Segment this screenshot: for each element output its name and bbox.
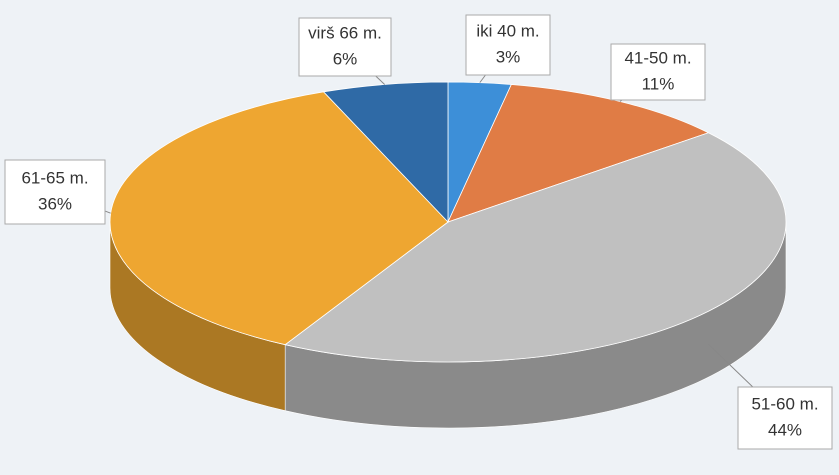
category-label: 61-65 m. xyxy=(21,168,88,187)
value-label: 44% xyxy=(768,420,802,439)
category-label: 41-50 m. xyxy=(624,48,691,67)
category-label: virš 66 m. xyxy=(308,23,382,42)
category-label: iki 40 m. xyxy=(476,21,539,40)
label-box xyxy=(298,17,392,77)
slice xyxy=(447,84,710,223)
value-label: 36% xyxy=(38,194,72,213)
label-box xyxy=(737,386,833,450)
slice xyxy=(322,81,449,223)
label-box xyxy=(4,159,106,225)
value-label: 3% xyxy=(496,47,521,66)
label-box xyxy=(610,43,706,101)
value-label: 11% xyxy=(642,74,675,93)
label-box xyxy=(465,14,551,76)
category-label: 51-60 m. xyxy=(751,394,818,413)
slice xyxy=(284,132,787,363)
value-label: 6% xyxy=(333,49,358,68)
